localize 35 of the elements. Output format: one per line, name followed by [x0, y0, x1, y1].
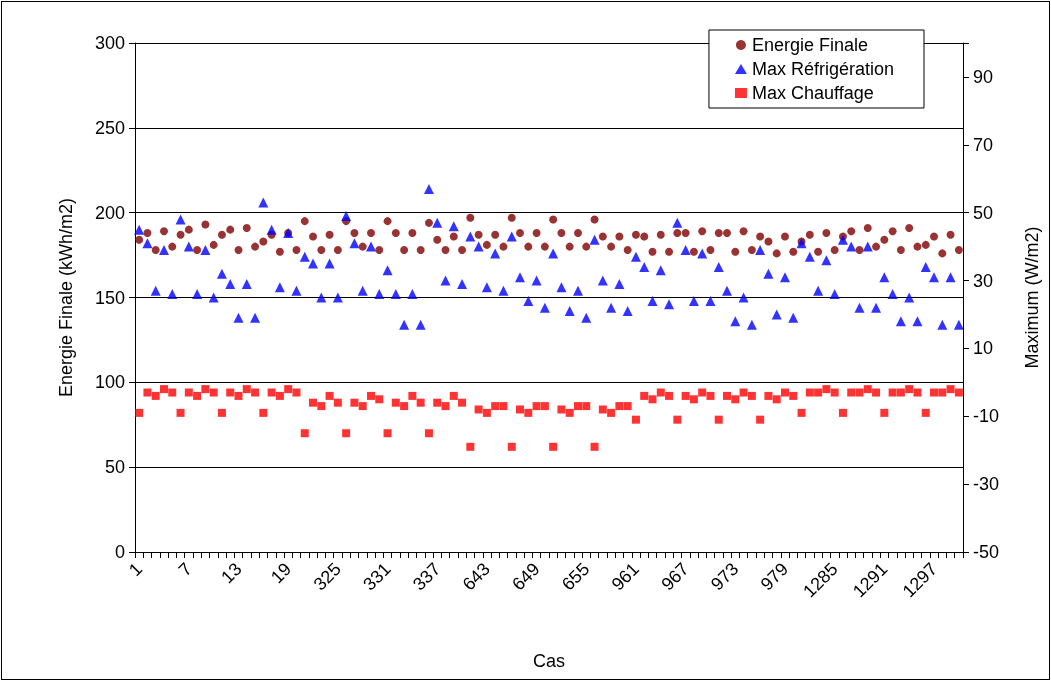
- y2-tick-label: 50: [973, 202, 994, 223]
- y-tick-label: 50: [104, 457, 125, 478]
- x-tick-label: 325: [309, 558, 345, 595]
- x-tick-label: 979: [756, 558, 793, 595]
- y2-tick-label: 70: [973, 134, 994, 155]
- x-tick-label: 655: [557, 558, 594, 595]
- legend-label: Energie Finale: [751, 35, 869, 55]
- legend-label: Max Réfrigération: [751, 59, 894, 79]
- x-tick-label: 7: [174, 558, 196, 581]
- y-tick-label: 200: [94, 202, 125, 223]
- y2-axis-title: Maximum (W/m2): [1022, 226, 1042, 369]
- x-tick-label: 643: [458, 558, 494, 595]
- x-tick-label: 1: [124, 558, 147, 581]
- x-tick-label: 961: [607, 558, 644, 595]
- x-tick-label: 19: [266, 558, 296, 588]
- y-tick-label: 150: [94, 287, 125, 308]
- x-tick-label: 331: [359, 558, 395, 595]
- x-tick-label: 13: [217, 558, 246, 588]
- y-tick-label: 300: [94, 33, 125, 53]
- y2-tick-label: 30: [973, 270, 994, 291]
- y2-tick-label: -10: [973, 406, 1000, 427]
- x-tick-label: 973: [707, 558, 743, 595]
- x-tick-label: 967: [657, 558, 693, 595]
- x-tick-label: 337: [408, 558, 445, 595]
- y2-tick-label: 90: [973, 66, 994, 87]
- y-tick-label: 0: [114, 542, 125, 562]
- y-axis-title: Energie Finale (kWh/m2): [56, 197, 76, 398]
- x-axis-title: Cas: [532, 651, 566, 671]
- y-tick-label: 250: [94, 117, 125, 138]
- legend-label: Max Chauffage: [751, 83, 874, 103]
- y2-tick-label: -30: [973, 474, 1000, 495]
- y2-tick-label: 10: [973, 338, 994, 359]
- y-tick-label: 100: [94, 372, 125, 393]
- x-tick-label: 649: [508, 558, 544, 595]
- y2-tick-label: -50: [973, 542, 1000, 562]
